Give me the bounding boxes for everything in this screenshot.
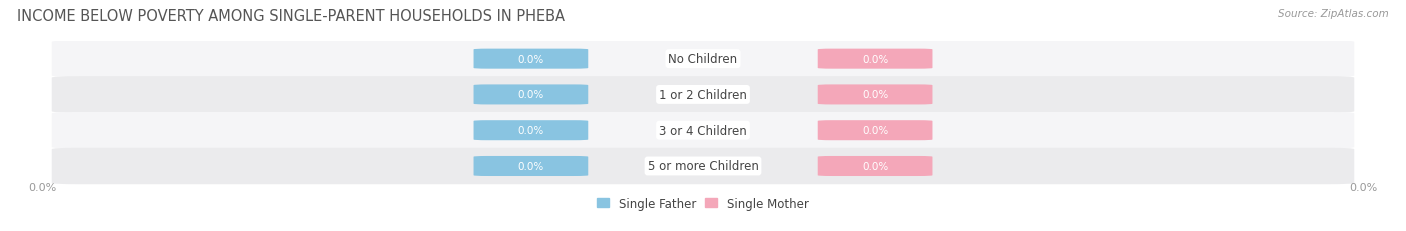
Text: 5 or more Children: 5 or more Children (648, 160, 758, 173)
Text: 0.0%: 0.0% (517, 90, 544, 100)
Text: Source: ZipAtlas.com: Source: ZipAtlas.com (1278, 9, 1389, 19)
Text: 0.0%: 0.0% (517, 126, 544, 136)
Text: 0.0%: 0.0% (862, 90, 889, 100)
Legend: Single Father, Single Mother: Single Father, Single Mother (598, 197, 808, 210)
FancyBboxPatch shape (818, 156, 932, 176)
Text: 0.0%: 0.0% (28, 182, 56, 192)
FancyBboxPatch shape (52, 41, 1354, 78)
FancyBboxPatch shape (474, 156, 588, 176)
FancyBboxPatch shape (474, 85, 588, 105)
FancyBboxPatch shape (818, 85, 932, 105)
FancyBboxPatch shape (474, 121, 588, 141)
Text: 1 or 2 Children: 1 or 2 Children (659, 88, 747, 101)
Text: 3 or 4 Children: 3 or 4 Children (659, 124, 747, 137)
FancyBboxPatch shape (474, 49, 588, 69)
FancyBboxPatch shape (52, 112, 1354, 149)
Text: 0.0%: 0.0% (862, 55, 889, 64)
FancyBboxPatch shape (818, 121, 932, 141)
FancyBboxPatch shape (52, 77, 1354, 113)
Text: 0.0%: 0.0% (517, 55, 544, 64)
Text: No Children: No Children (668, 53, 738, 66)
FancyBboxPatch shape (52, 148, 1354, 184)
Text: 0.0%: 0.0% (862, 126, 889, 136)
FancyBboxPatch shape (818, 49, 932, 69)
Text: 0.0%: 0.0% (862, 161, 889, 171)
Text: INCOME BELOW POVERTY AMONG SINGLE-PARENT HOUSEHOLDS IN PHEBA: INCOME BELOW POVERTY AMONG SINGLE-PARENT… (17, 9, 565, 24)
Text: 0.0%: 0.0% (517, 161, 544, 171)
Text: 0.0%: 0.0% (1350, 182, 1378, 192)
